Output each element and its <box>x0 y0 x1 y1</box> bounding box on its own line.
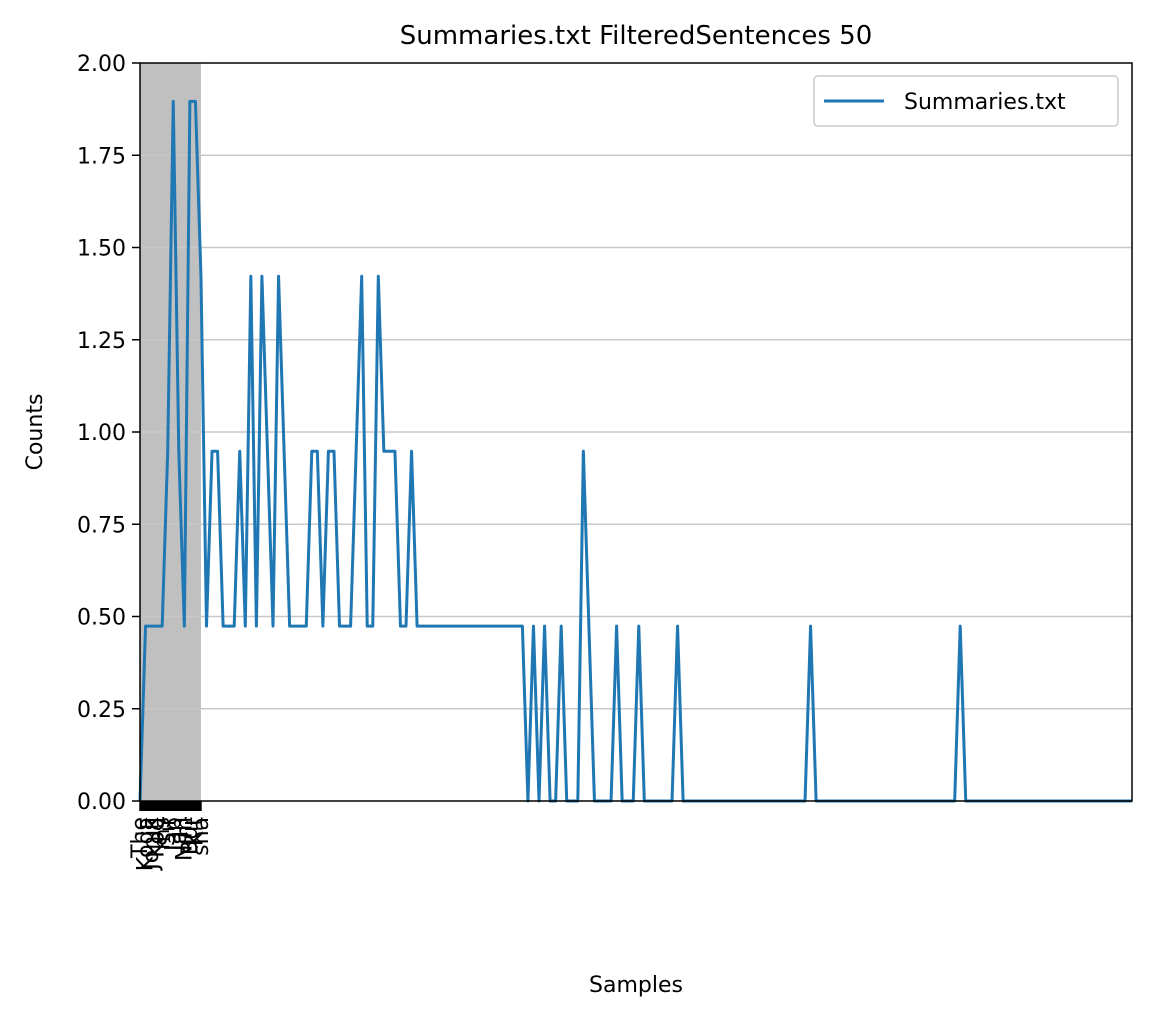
x-tick-label: Kit <box>183 817 208 847</box>
x-axis-label: Samples <box>589 973 683 998</box>
y-tick-label: 0.50 <box>77 606 126 631</box>
x-tick-label: Kod <box>145 817 170 858</box>
legend-label: Summaries.txt <box>904 90 1066 115</box>
y-tick-label: 1.25 <box>77 329 126 354</box>
y-tick-label: 1.00 <box>77 421 126 446</box>
x-tick-label: The <box>128 817 153 859</box>
y-axis-label: Counts <box>23 394 48 471</box>
x-tick-label: Jap <box>161 817 186 853</box>
x-tick-label: Jonik <box>139 817 164 872</box>
x-tick-label: Koda <box>134 817 159 871</box>
y-axis: 0.00 0.25 0.50 0.75 1.00 1.25 1.50 1.75 2.00 <box>77 52 140 815</box>
x-tick-label: lan <box>167 817 192 851</box>
x-tick-label: Nim <box>172 817 197 861</box>
legend: Summaries.txt <box>813 75 1119 127</box>
x-tick-label: Sir <box>156 816 181 846</box>
y-tick-label: 2.00 <box>77 52 126 77</box>
y-tick-label: 1.50 <box>77 237 126 262</box>
y-tick-label: 1.75 <box>77 144 126 169</box>
chart-title: Summaries.txt FilteredSentences 50 <box>400 21 872 51</box>
y-tick-label: 0.00 <box>77 790 126 815</box>
x-tick-band <box>140 801 201 811</box>
y-tick-label: 0.25 <box>77 698 126 723</box>
x-tick-label: ms <box>150 817 175 850</box>
x-tick-label: sha <box>189 817 214 856</box>
legend-box <box>813 75 1119 127</box>
y-tick-label: 0.75 <box>77 513 126 538</box>
x-tick-label: Bur <box>178 816 203 855</box>
